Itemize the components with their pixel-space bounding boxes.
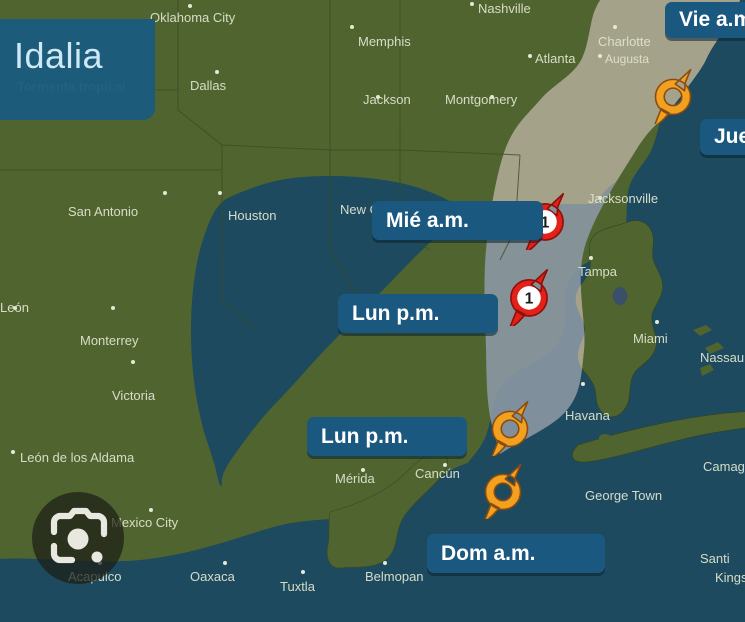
svg-text:Belmopan: Belmopan — [365, 569, 424, 584]
svg-text:Acapulco: Acapulco — [68, 569, 121, 584]
svg-text:Jackson: Jackson — [363, 92, 411, 107]
svg-text:Mérida: Mérida — [335, 471, 376, 486]
svg-text:Havana: Havana — [565, 408, 611, 423]
svg-text:León de los Aldama: León de los Aldama — [20, 450, 135, 465]
svg-text:Camagüey: Camagüey — [703, 459, 745, 474]
svg-text:Mexico City: Mexico City — [111, 515, 179, 530]
svg-text:Cancún: Cancún — [415, 466, 460, 481]
svg-text:Nashville: Nashville — [478, 1, 531, 16]
svg-text:Charlotte: Charlotte — [598, 34, 651, 49]
svg-text:Atlanta: Atlanta — [535, 51, 576, 66]
svg-text:Victoria: Victoria — [112, 388, 156, 403]
svg-text:Tampa: Tampa — [578, 264, 618, 279]
svg-text:Santi: Santi — [700, 551, 730, 566]
svg-text:George Town: George Town — [585, 488, 662, 503]
svg-text:León: León — [0, 300, 29, 315]
svg-text:Houston: Houston — [228, 208, 276, 223]
svg-text:Kingston: Kingston — [715, 570, 745, 585]
svg-text:Jacksonville: Jacksonville — [588, 191, 658, 206]
svg-text:Montgomery: Montgomery — [445, 92, 518, 107]
svg-text:Miami: Miami — [633, 331, 668, 346]
svg-text:Monterrey: Monterrey — [80, 333, 139, 348]
svg-text:Nassau: Nassau — [700, 350, 744, 365]
svg-text:Oklahoma City: Oklahoma City — [150, 10, 236, 25]
svg-text:Dallas: Dallas — [190, 78, 227, 93]
svg-text:Memphis: Memphis — [358, 34, 411, 49]
svg-text:Augusta: Augusta — [605, 52, 649, 66]
svg-text:San Antonio: San Antonio — [68, 204, 138, 219]
svg-text:Oaxaca: Oaxaca — [190, 569, 236, 584]
svg-text:Tuxtla: Tuxtla — [280, 579, 316, 594]
